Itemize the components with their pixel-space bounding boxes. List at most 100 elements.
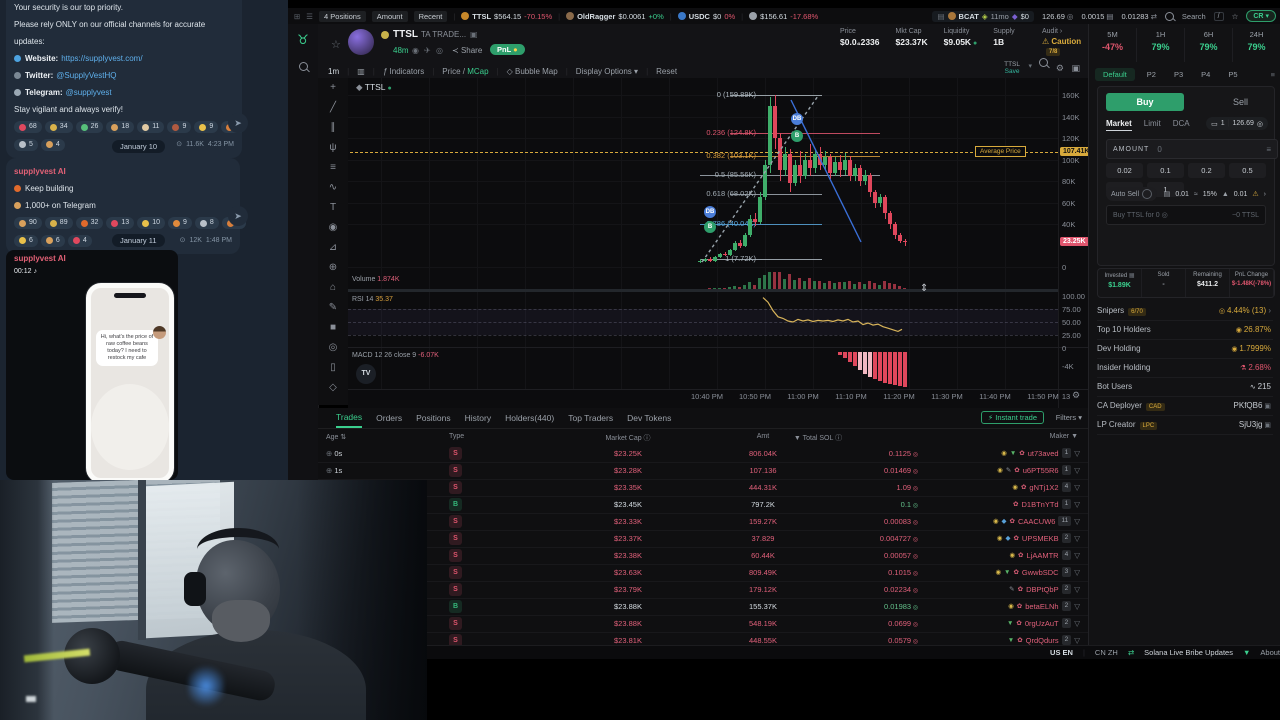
amount-input[interactable]: AMOUNT 0 ≡ <box>1106 139 1278 159</box>
live-feed-label[interactable]: Solana Live Bribe Updates <box>1144 648 1233 657</box>
security-row-bot-users[interactable]: Bot Users ∿ 215 <box>1097 378 1273 397</box>
candle-style-icon[interactable]: ▥ <box>357 67 365 76</box>
hide-icon[interactable]: ◎ <box>328 342 338 353</box>
timeframe-24h[interactable]: 24H 79% <box>1233 28 1280 62</box>
web-icon[interactable]: ◉ <box>412 46 419 55</box>
trade-maker[interactable]: ◉ ✎ ✿ u6PT55R6 1 ▽ <box>997 465 1080 475</box>
copy-icon[interactable]: ▣ <box>1262 403 1271 410</box>
preset-default[interactable]: Default <box>1095 68 1135 81</box>
preset-p2[interactable]: P2 <box>1146 70 1156 79</box>
parallel-channel-icon[interactable]: ∥ <box>330 122 336 133</box>
maker-address[interactable]: CAACUW6 <box>1017 516 1056 526</box>
message-author[interactable]: supplyvest AI <box>14 254 66 263</box>
maker-filter-icon[interactable]: ▽ <box>1074 601 1080 611</box>
table-row[interactable]: S $23.88K 548.19K 0.0699 ◎ ▼ ✿ 0rgUzAuT 2 ▽ <box>318 615 1088 633</box>
security-row-insider-holding[interactable]: Insider Holding ⚗ 2.68% <box>1097 359 1273 378</box>
maker-filter-icon[interactable]: ▽ <box>1074 465 1080 475</box>
display-options-button[interactable]: Display Options ▾ <box>575 67 639 76</box>
price-mcap-toggle[interactable]: Price / MCap <box>442 67 489 76</box>
quick-amount-0.5[interactable]: 0.5 <box>1229 163 1266 178</box>
slippage-icon[interactable]: ▤ <box>1163 191 1171 198</box>
reaction-chip[interactable]: 13 <box>106 217 135 229</box>
chevron-right-icon[interactable]: › <box>1263 190 1266 198</box>
tab-positions[interactable]: Positions <box>416 413 451 423</box>
trade-maker[interactable]: ▼ ✿ QrdQdurs 2 ▽ <box>1008 635 1080 645</box>
wallet-chip[interactable]: ▭ 1 | 126.69 ◎ <box>1206 117 1268 130</box>
buy-summary-input[interactable]: Buy TTSL for 0 ◎ ~0 TTSL <box>1106 205 1266 225</box>
ticker-pill-recent[interactable]: Recent <box>413 10 448 22</box>
trade-maker[interactable]: ◉ ▼ ✿ ut73aved 1 ▽ <box>1001 448 1080 458</box>
trade-maker[interactable]: ◉ ◆ ✿ CAACUW6 11 ▽ <box>993 516 1080 526</box>
maker-filter-icon[interactable]: ▽ <box>1074 550 1080 560</box>
keypad-icon[interactable]: ≡ <box>1266 144 1271 154</box>
security-row-snipers[interactable]: Snipers 6/70 ◎ 4.44% (13) › <box>1097 302 1273 321</box>
watched-token-chip[interactable]: ▤ BCAT ◈ 11mo ◆ $0 <box>932 10 1034 22</box>
maker-address[interactable]: LjAAMTR <box>1026 550 1059 560</box>
layout-save-widget[interactable]: TTSL Save <box>1004 61 1020 75</box>
token-avatar[interactable] <box>348 29 374 55</box>
table-row[interactable]: S $23.63K 809.49K 0.1015 ◎ ◉ ▼ ✿ GwwbSDC 3 ▽ <box>318 564 1088 582</box>
reaction-chip[interactable]: 90 <box>14 217 42 229</box>
order-tab-market[interactable]: Market <box>1106 119 1132 131</box>
timeframe-5m[interactable]: 5M -47% <box>1089 28 1137 62</box>
screenshot-icon[interactable]: ▣ <box>1071 63 1080 73</box>
trade-maker[interactable]: ◉ ✿ gNTj1X2 4 ▽ <box>1012 482 1080 492</box>
search-icon[interactable] <box>1164 11 1174 21</box>
order-tab-limit[interactable]: Limit <box>1143 119 1161 128</box>
auto-sell-toggle[interactable]: Auto Sell <box>1106 187 1158 201</box>
table-row[interactable]: ⊕ 1s S $23.28K 107.136 0.01469 ◎ ◉ ✎ ✿ u6PT55R6 1… <box>318 462 1088 480</box>
magnet-icon[interactable]: ◇ <box>329 382 337 393</box>
reaction-chip[interactable]: 9 <box>167 121 192 133</box>
tab-orders[interactable]: Orders <box>376 413 403 423</box>
trade-maker[interactable]: ◉ ▼ ✿ GwwbSDC 3 ▽ <box>995 567 1080 577</box>
maker-filter-icon[interactable]: ▽ <box>1074 567 1080 577</box>
trend-line-icon[interactable]: ╱ <box>329 102 337 113</box>
position-token[interactable]: OldRagger $0.0061 +0% <box>566 12 664 21</box>
pin-icon[interactable]: ◎ <box>436 46 443 55</box>
chart-settings-icon[interactable]: ⚙ <box>1055 63 1064 73</box>
reaction-chip[interactable]: 34 <box>44 121 73 133</box>
audit-stat[interactable]: Audit › ⚠ Caution 7/8 <box>1042 28 1082 56</box>
speaker-icon[interactable]: ♪ <box>33 268 37 275</box>
trade-maker[interactable]: ◉ ◆ ✿ UPSMEKB 2 ▽ <box>997 533 1080 543</box>
column-total-sol[interactable]: ▼ Total SOL ⓘ <box>793 435 843 442</box>
interval-selector[interactable]: 1m <box>328 67 340 76</box>
table-row[interactable]: S $23.33K 159.27K 0.00083 ◎ ◉ ◆ ✿ CAACUW6 11 ▽ <box>318 513 1088 531</box>
forward-button[interactable]: ➤ <box>228 206 248 226</box>
reaction-chip[interactable]: 9 <box>194 121 219 133</box>
wave-icon[interactable]: ∿ <box>328 182 338 193</box>
link-url[interactable]: @supplyvest <box>65 88 112 97</box>
table-row[interactable]: S $23.79K 179.12K 0.02234 ◎ ✎ ✿ DBPtQbP 2 ▽ <box>318 581 1088 599</box>
reset-button[interactable]: Reset <box>656 67 678 76</box>
chevron-right-icon[interactable]: › <box>1266 306 1271 315</box>
language-en[interactable]: US EN <box>1050 648 1073 657</box>
zoom-in-icon[interactable]: ⊕ <box>328 262 338 273</box>
reaction-chip[interactable]: 26 <box>75 121 104 133</box>
maker-address[interactable]: betaELNh <box>1025 601 1059 611</box>
crosshair-icon[interactable]: + <box>330 82 336 93</box>
tab-history[interactable]: History <box>464 413 492 423</box>
reaction-chip[interactable]: 6 <box>14 234 38 247</box>
region-selector[interactable]: CR ▾ <box>1246 10 1276 22</box>
preset-p5[interactable]: P5 <box>1228 70 1238 79</box>
message-author[interactable]: supplyvest AI <box>14 167 66 176</box>
forward-button[interactable]: ➤ <box>228 113 248 133</box>
quick-amount-0.1[interactable]: 0.1 <box>1147 163 1184 178</box>
chart-search-icon[interactable] <box>1039 54 1048 72</box>
reaction-chip[interactable]: 18 <box>106 121 135 133</box>
pane-divider[interactable] <box>348 289 1058 292</box>
favorite-star-icon[interactable]: ☆ <box>331 39 341 51</box>
maker-address[interactable]: GwwbSDC <box>1021 567 1059 577</box>
maker-filter-icon[interactable]: ▽ <box>1074 448 1080 458</box>
grid-icon[interactable]: ⊞ <box>294 11 301 21</box>
preset-p3[interactable]: P3 <box>1173 70 1184 79</box>
telegram-icon[interactable]: ✈ <box>424 46 431 55</box>
maker-filter-icon[interactable]: ▽ <box>1074 584 1080 594</box>
emoji-icon[interactable]: ◉ <box>328 222 338 233</box>
text-icon[interactable]: T <box>329 202 337 213</box>
table-row[interactable]: ⊕ 0s S $23.25K 806.04K 0.1125 ◎ ◉ ▼ ✿ ut73aved 1 ▽ <box>318 445 1088 463</box>
maker-address[interactable]: gNTj1X2 <box>1029 482 1059 492</box>
brush-icon[interactable]: ✎ <box>328 302 338 313</box>
maker-filter-icon[interactable]: ▽ <box>1074 499 1080 509</box>
sidebar-search-icon[interactable] <box>288 62 318 71</box>
